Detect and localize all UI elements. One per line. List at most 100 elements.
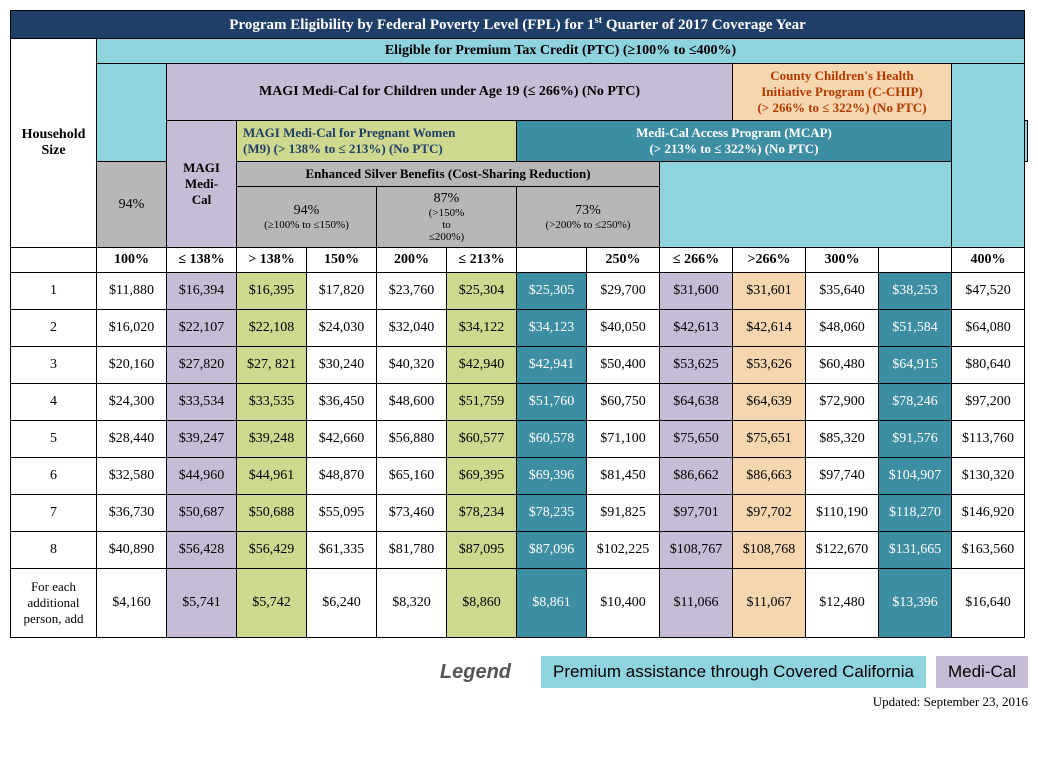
- pct87-sub: (>150% to ≤200%): [379, 207, 514, 243]
- cchip-header: County Children's Health Initiative Prog…: [733, 64, 952, 121]
- table-cell: $8,861: [517, 569, 587, 638]
- legend-medi-cal: Medi-Cal: [936, 656, 1028, 688]
- col-hdr: >266%: [733, 248, 806, 273]
- table-cell: $23,760: [377, 273, 447, 310]
- table-cell: $56,429: [237, 532, 307, 569]
- table-cell: $12,480: [806, 569, 879, 638]
- table-cell: $56,880: [377, 421, 447, 458]
- pct94-left: 94%: [97, 162, 167, 248]
- table-cell: $102,225: [587, 532, 660, 569]
- table-cell: $8,860: [447, 569, 517, 638]
- table-cell: $131,665: [879, 532, 952, 569]
- pct87-main: 87%: [379, 191, 514, 207]
- table-cell: $4,160: [97, 569, 167, 638]
- ptc-header: Eligible for Premium Tax Credit (PTC) (≥…: [97, 39, 1025, 64]
- table-cell: $81,450: [587, 458, 660, 495]
- table-row: For each additional person, add$4,160$5,…: [11, 569, 1028, 638]
- table-cell: $81,780: [377, 532, 447, 569]
- blank-cyan-right: [952, 64, 1025, 248]
- col-hdr: 100%: [97, 248, 167, 273]
- col-hdr: > 138%: [237, 248, 307, 273]
- table-cell: $55,095: [307, 495, 377, 532]
- row-label: 6: [11, 458, 97, 495]
- table-cell: $122,670: [806, 532, 879, 569]
- table-cell: $27, 821: [237, 347, 307, 384]
- col-hdr: 400%: [952, 248, 1025, 273]
- col-hdr: 250%: [587, 248, 660, 273]
- table-row: 8$40,890$56,428$56,429$61,335$81,780$87,…: [11, 532, 1028, 569]
- table-cell: $104,907: [879, 458, 952, 495]
- pregnant-header: MAGI Medi-Cal for Pregnant Women (M9) (>…: [237, 121, 517, 162]
- table-row: 2$16,020$22,107$22,108$24,030$32,040$34,…: [11, 310, 1028, 347]
- row-label: 4: [11, 384, 97, 421]
- table-row: 1$11,880$16,394$16,395$17,820$23,760$25,…: [11, 273, 1028, 310]
- blank-cyan-2: [1025, 121, 1028, 162]
- col-hdr: 200%: [377, 248, 447, 273]
- table-cell: $42,940: [447, 347, 517, 384]
- cchip-l1: County Children's Health: [770, 68, 914, 83]
- pct73-block: 73% (>200% to ≤250%): [517, 187, 660, 248]
- table-cell: $50,400: [587, 347, 660, 384]
- table-cell: $8,320: [377, 569, 447, 638]
- table-cell: $64,638: [660, 384, 733, 421]
- table-cell: $56,428: [167, 532, 237, 569]
- table-cell: $108,768: [733, 532, 806, 569]
- col-hdr: 150%: [307, 248, 377, 273]
- table-cell: $118,270: [879, 495, 952, 532]
- legend-covered-ca: Premium assistance through Covered Calif…: [541, 656, 926, 688]
- title-text-b: Quarter of 2017 Coverage Year: [602, 17, 806, 33]
- table-cell: $97,200: [952, 384, 1025, 421]
- table-cell: $40,050: [587, 310, 660, 347]
- table-cell: $5,742: [237, 569, 307, 638]
- table-cell: $48,060: [806, 310, 879, 347]
- table-cell: $17,820: [307, 273, 377, 310]
- fpl-table: Program Eligibility by Federal Poverty L…: [10, 10, 1028, 638]
- table-cell: $75,651: [733, 421, 806, 458]
- table-cell: $64,639: [733, 384, 806, 421]
- table-cell: $16,395: [237, 273, 307, 310]
- table-cell: $53,626: [733, 347, 806, 384]
- table-cell: $36,730: [97, 495, 167, 532]
- table-cell: $73,460: [377, 495, 447, 532]
- table-cell: $40,320: [377, 347, 447, 384]
- mcap-header: Medi-Cal Access Program (MCAP) (> 213% t…: [517, 121, 952, 162]
- table-cell: $51,760: [517, 384, 587, 421]
- row-label: 3: [11, 347, 97, 384]
- table-cell: $31,600: [660, 273, 733, 310]
- table-cell: $25,304: [447, 273, 517, 310]
- table-cell: $22,107: [167, 310, 237, 347]
- table-cell: $36,450: [307, 384, 377, 421]
- table-cell: $64,080: [952, 310, 1025, 347]
- table-row: 5$28,440$39,247$39,248$42,660$56,880$60,…: [11, 421, 1028, 458]
- legend: Legend Premium assistance through Covere…: [10, 656, 1028, 688]
- table-cell: $48,600: [377, 384, 447, 421]
- table-cell: $11,066: [660, 569, 733, 638]
- table-cell: $22,108: [237, 310, 307, 347]
- table-cell: $44,960: [167, 458, 237, 495]
- table-cell: $40,890: [97, 532, 167, 569]
- magi-medi-cal-header: MAGI Medi- Cal: [167, 121, 237, 248]
- table-cell: $108,767: [660, 532, 733, 569]
- table-row: 4$24,300$33,534$33,535$36,450$48,600$51,…: [11, 384, 1028, 421]
- table-cell: $32,580: [97, 458, 167, 495]
- table-cell: $51,584: [879, 310, 952, 347]
- table-cell: $39,248: [237, 421, 307, 458]
- blank-cyan: [97, 64, 167, 162]
- pct94-main: 94%: [239, 203, 374, 219]
- cchip-l2: Initiative Program (C-CHIP): [761, 84, 923, 99]
- esb-header: Enhanced Silver Benefits (Cost-Sharing R…: [237, 162, 660, 187]
- col-hdr: ≤ 266%: [660, 248, 733, 273]
- table-cell: $44,961: [237, 458, 307, 495]
- table-cell: $27,820: [167, 347, 237, 384]
- title-text-a: Program Eligibility by Federal Poverty L…: [229, 17, 594, 33]
- row-label: 7: [11, 495, 97, 532]
- table-cell: $78,235: [517, 495, 587, 532]
- col-hdr: ≤ 138%: [167, 248, 237, 273]
- table-cell: $25,305: [517, 273, 587, 310]
- legend-label: Legend: [440, 661, 511, 684]
- table-cell: $50,688: [237, 495, 307, 532]
- table-cell: $65,160: [377, 458, 447, 495]
- table-cell: $64,915: [879, 347, 952, 384]
- table-cell: $28,440: [97, 421, 167, 458]
- updated-date: Updated: September 23, 2016: [10, 694, 1028, 710]
